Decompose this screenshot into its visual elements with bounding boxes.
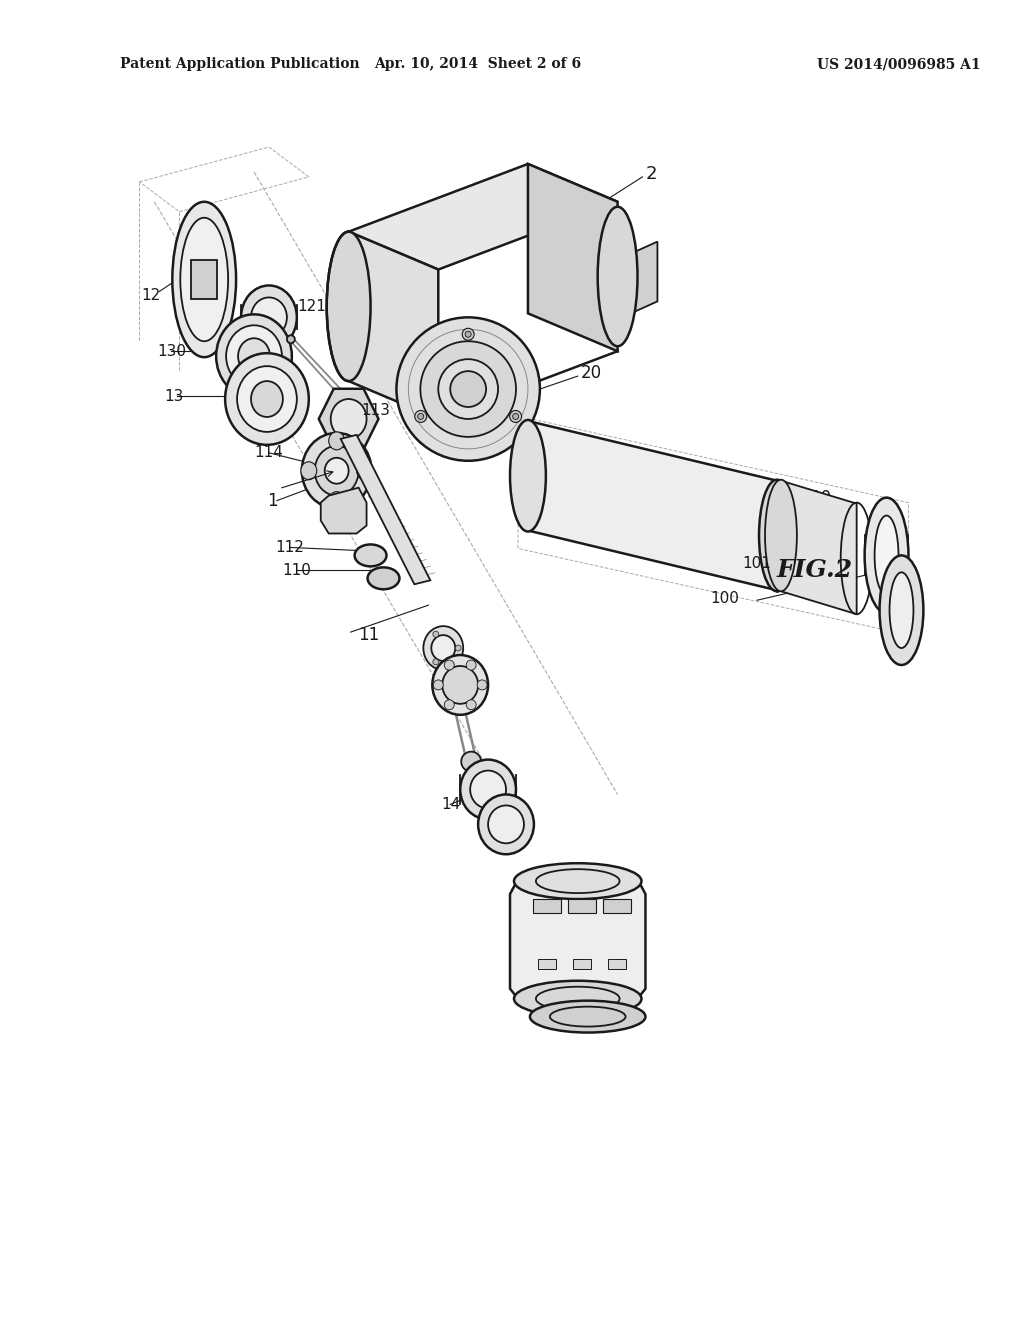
Ellipse shape xyxy=(302,433,372,508)
Ellipse shape xyxy=(226,325,282,387)
Text: 12: 12 xyxy=(141,288,161,302)
Ellipse shape xyxy=(325,458,348,483)
Text: 10: 10 xyxy=(810,488,830,507)
Bar xyxy=(538,958,556,969)
Ellipse shape xyxy=(466,700,476,710)
Ellipse shape xyxy=(598,207,638,346)
Ellipse shape xyxy=(513,413,518,420)
Ellipse shape xyxy=(396,317,540,461)
Polygon shape xyxy=(528,164,617,351)
Ellipse shape xyxy=(460,759,516,820)
Ellipse shape xyxy=(329,432,345,450)
Ellipse shape xyxy=(287,335,295,343)
Text: 121: 121 xyxy=(297,298,326,314)
Ellipse shape xyxy=(433,680,443,690)
Text: 113: 113 xyxy=(361,404,390,418)
Ellipse shape xyxy=(216,314,292,399)
Text: 101: 101 xyxy=(742,556,771,570)
Ellipse shape xyxy=(238,366,297,432)
Bar xyxy=(572,958,591,969)
Ellipse shape xyxy=(461,751,481,772)
Text: 13: 13 xyxy=(165,388,183,404)
Ellipse shape xyxy=(465,331,471,338)
Ellipse shape xyxy=(238,338,270,374)
Ellipse shape xyxy=(327,232,371,381)
Ellipse shape xyxy=(466,660,476,671)
Text: Apr. 10, 2014  Sheet 2 of 6: Apr. 10, 2014 Sheet 2 of 6 xyxy=(375,57,582,71)
Ellipse shape xyxy=(421,342,516,437)
Text: 1: 1 xyxy=(267,491,278,510)
Ellipse shape xyxy=(356,462,373,479)
Text: 112: 112 xyxy=(274,540,304,554)
Ellipse shape xyxy=(514,981,641,1016)
Ellipse shape xyxy=(180,218,228,342)
Ellipse shape xyxy=(423,626,463,671)
Text: 100: 100 xyxy=(711,591,739,606)
Ellipse shape xyxy=(432,655,488,715)
Ellipse shape xyxy=(477,680,487,690)
Ellipse shape xyxy=(241,285,297,350)
Ellipse shape xyxy=(510,420,546,532)
Polygon shape xyxy=(617,242,657,319)
Polygon shape xyxy=(510,879,645,999)
Ellipse shape xyxy=(301,462,316,479)
Ellipse shape xyxy=(251,297,287,338)
Ellipse shape xyxy=(456,645,461,651)
Ellipse shape xyxy=(488,805,524,843)
Ellipse shape xyxy=(470,771,506,808)
Ellipse shape xyxy=(331,399,367,438)
Text: 14: 14 xyxy=(441,797,461,812)
Bar xyxy=(607,958,626,969)
Ellipse shape xyxy=(415,411,427,422)
Ellipse shape xyxy=(759,479,795,591)
Polygon shape xyxy=(321,487,367,533)
Ellipse shape xyxy=(329,491,345,510)
Polygon shape xyxy=(348,164,617,269)
Ellipse shape xyxy=(438,359,498,418)
Ellipse shape xyxy=(368,568,399,589)
Bar xyxy=(567,899,596,913)
Ellipse shape xyxy=(444,660,455,671)
Ellipse shape xyxy=(433,659,439,665)
Ellipse shape xyxy=(874,516,898,595)
Ellipse shape xyxy=(354,544,386,566)
Ellipse shape xyxy=(451,371,486,407)
Text: Patent Application Publication: Patent Application Publication xyxy=(120,57,359,71)
Polygon shape xyxy=(318,389,379,449)
Ellipse shape xyxy=(172,202,237,358)
Ellipse shape xyxy=(431,635,456,661)
Text: 20: 20 xyxy=(581,364,602,381)
Ellipse shape xyxy=(462,329,474,341)
Ellipse shape xyxy=(864,498,908,614)
Text: 110: 110 xyxy=(282,562,310,578)
Ellipse shape xyxy=(880,556,924,665)
Ellipse shape xyxy=(251,381,283,417)
Polygon shape xyxy=(528,421,777,590)
Text: 130: 130 xyxy=(158,343,186,359)
Ellipse shape xyxy=(444,700,455,710)
Text: US 2014/0096985 A1: US 2014/0096985 A1 xyxy=(817,57,980,71)
Ellipse shape xyxy=(418,413,424,420)
Polygon shape xyxy=(191,260,217,300)
Bar xyxy=(532,899,561,913)
Ellipse shape xyxy=(514,863,641,899)
Bar xyxy=(603,899,631,913)
Ellipse shape xyxy=(433,631,439,638)
Text: 11: 11 xyxy=(358,626,380,644)
Ellipse shape xyxy=(314,446,358,495)
Text: 2: 2 xyxy=(645,165,657,183)
Ellipse shape xyxy=(442,667,478,704)
Polygon shape xyxy=(341,434,430,585)
Ellipse shape xyxy=(765,479,797,591)
Text: FIG.2: FIG.2 xyxy=(777,558,853,582)
Ellipse shape xyxy=(530,1001,645,1032)
Ellipse shape xyxy=(478,795,534,854)
Text: 114: 114 xyxy=(254,445,283,461)
Ellipse shape xyxy=(510,411,521,422)
Ellipse shape xyxy=(890,573,913,648)
Polygon shape xyxy=(348,232,438,418)
Polygon shape xyxy=(781,480,857,614)
Ellipse shape xyxy=(225,354,309,445)
